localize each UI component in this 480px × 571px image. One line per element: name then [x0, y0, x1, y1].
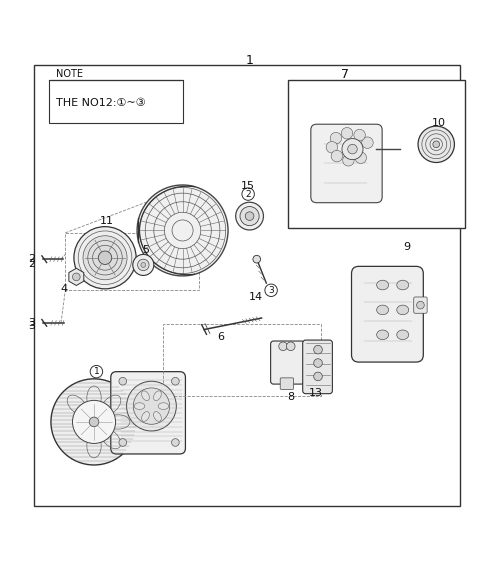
Ellipse shape: [240, 207, 259, 226]
FancyBboxPatch shape: [311, 124, 382, 203]
Circle shape: [342, 139, 363, 160]
Circle shape: [74, 227, 136, 289]
Circle shape: [72, 273, 80, 281]
Circle shape: [331, 150, 343, 162]
Text: 6: 6: [217, 332, 224, 341]
Text: 9: 9: [403, 242, 410, 252]
FancyBboxPatch shape: [414, 297, 427, 313]
FancyBboxPatch shape: [271, 341, 304, 384]
Circle shape: [279, 342, 288, 351]
Polygon shape: [69, 268, 84, 286]
Circle shape: [362, 137, 373, 148]
Text: 14: 14: [249, 292, 263, 303]
Text: 11: 11: [99, 216, 113, 226]
Ellipse shape: [397, 280, 408, 290]
Circle shape: [89, 417, 99, 427]
Ellipse shape: [134, 403, 145, 409]
Circle shape: [119, 439, 127, 447]
Circle shape: [83, 236, 127, 280]
FancyBboxPatch shape: [34, 65, 460, 506]
Circle shape: [171, 377, 179, 385]
Circle shape: [141, 263, 146, 267]
FancyBboxPatch shape: [303, 340, 332, 393]
Ellipse shape: [397, 305, 408, 315]
Text: 2: 2: [28, 254, 36, 264]
Text: 2: 2: [245, 190, 251, 199]
Circle shape: [137, 185, 228, 276]
Text: 3: 3: [28, 321, 36, 331]
Circle shape: [171, 439, 179, 447]
Circle shape: [98, 251, 112, 264]
Circle shape: [348, 144, 357, 154]
Text: 5: 5: [142, 245, 149, 255]
Ellipse shape: [142, 391, 149, 401]
Text: 1: 1: [246, 54, 253, 67]
Text: 3: 3: [28, 318, 36, 328]
Circle shape: [343, 155, 354, 166]
Ellipse shape: [245, 212, 254, 220]
Text: 3: 3: [268, 286, 274, 295]
Ellipse shape: [236, 202, 264, 230]
Circle shape: [51, 379, 137, 465]
Circle shape: [253, 255, 261, 263]
Circle shape: [433, 141, 440, 148]
Circle shape: [314, 372, 323, 381]
Text: 13: 13: [309, 388, 323, 398]
Circle shape: [133, 255, 154, 275]
Text: 1: 1: [94, 367, 99, 376]
Text: 8: 8: [287, 392, 294, 402]
Circle shape: [93, 246, 118, 270]
Ellipse shape: [158, 403, 168, 409]
Ellipse shape: [142, 412, 149, 421]
Circle shape: [418, 126, 455, 163]
Ellipse shape: [397, 330, 408, 340]
Circle shape: [341, 127, 353, 139]
FancyBboxPatch shape: [111, 372, 185, 454]
Circle shape: [314, 359, 323, 367]
Circle shape: [138, 259, 149, 271]
Text: THE NO12:①~③: THE NO12:①~③: [56, 98, 145, 108]
Circle shape: [119, 377, 127, 385]
Circle shape: [355, 152, 367, 163]
Text: 15: 15: [241, 182, 255, 191]
FancyBboxPatch shape: [351, 266, 423, 362]
Ellipse shape: [377, 280, 389, 290]
Circle shape: [287, 342, 295, 351]
Text: 7: 7: [341, 69, 349, 82]
Ellipse shape: [377, 305, 389, 315]
Ellipse shape: [377, 330, 389, 340]
Ellipse shape: [154, 391, 161, 401]
Text: 2: 2: [28, 259, 36, 269]
Text: NOTE: NOTE: [56, 69, 83, 79]
Circle shape: [127, 381, 176, 431]
FancyBboxPatch shape: [48, 80, 182, 123]
Circle shape: [133, 388, 169, 424]
Circle shape: [326, 142, 337, 153]
Text: 4: 4: [61, 284, 68, 294]
Circle shape: [417, 301, 424, 309]
Text: 10: 10: [432, 118, 446, 128]
FancyBboxPatch shape: [288, 80, 465, 228]
Circle shape: [72, 400, 116, 444]
Ellipse shape: [154, 412, 161, 421]
Circle shape: [354, 130, 365, 141]
FancyBboxPatch shape: [280, 378, 294, 389]
Circle shape: [330, 132, 342, 144]
Circle shape: [314, 345, 323, 354]
